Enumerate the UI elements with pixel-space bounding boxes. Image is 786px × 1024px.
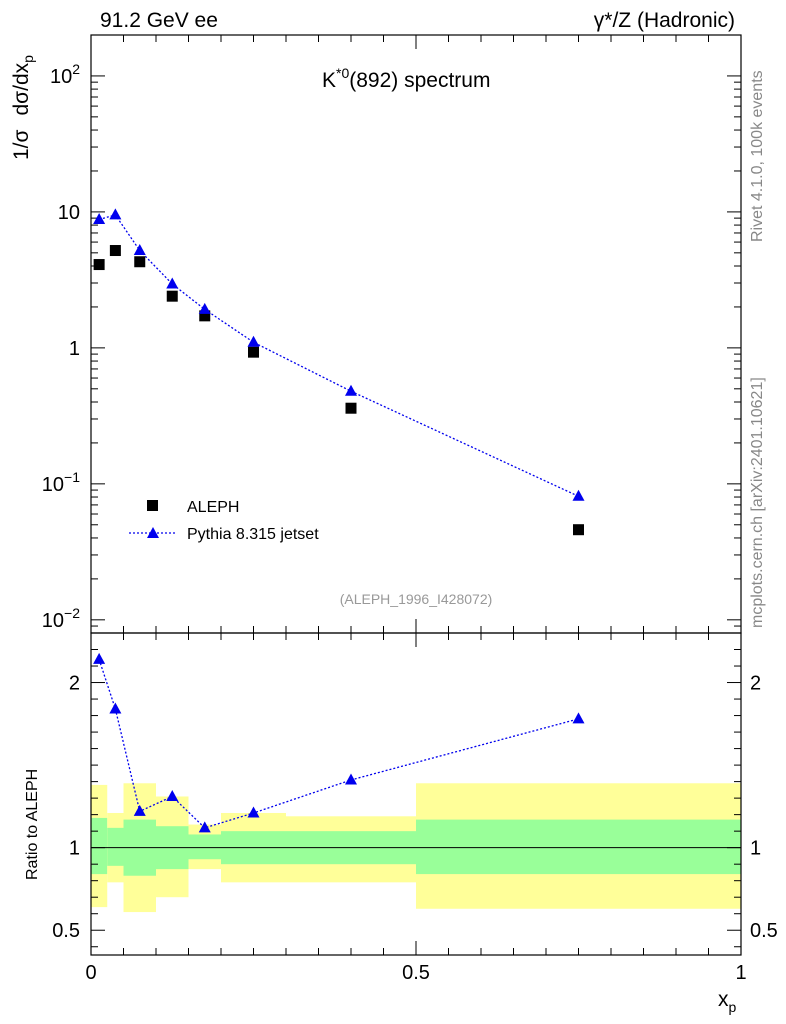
ylabel-subscript: p xyxy=(20,55,36,63)
xlabel-subscript: p xyxy=(729,999,737,1015)
ratio-plot-frame xyxy=(90,632,742,956)
ratio-axis-ticks xyxy=(90,632,742,955)
ylabel-norm: 1/σ xyxy=(10,129,33,160)
tick-label-exponent: −2 xyxy=(64,605,80,621)
aleph-data-point xyxy=(166,290,178,302)
aleph-data-point xyxy=(248,346,259,358)
ratio-curve xyxy=(98,659,579,829)
tick-label-base: 10 xyxy=(42,610,64,632)
title-base: K xyxy=(322,69,336,92)
ratio-data-point xyxy=(133,804,146,816)
ratio-series-line xyxy=(98,659,579,829)
ratio-y-tick-labels: 0.5 0.5 1 1 2 2 xyxy=(52,673,778,943)
main-plot-frame xyxy=(90,34,742,634)
mcplots-credit-label: mcplots.cern.ch [arXiv:2401.10621] xyxy=(749,377,766,628)
title-rest: (892) spectrum xyxy=(349,69,490,92)
main-series-markers xyxy=(93,208,585,536)
stat-uncertainty-band xyxy=(91,817,108,875)
aleph-data-point xyxy=(109,245,121,257)
legend-aleph-marker xyxy=(147,500,158,511)
header-left-label: 91.2 GeV ee xyxy=(100,9,218,32)
ratio-plot: 0.5 0.51 12 2 0 0.5 1 Ratio to ALEPH xp xyxy=(24,632,778,1015)
main-y-tick-label: 1 xyxy=(69,338,80,360)
pythia-data-point xyxy=(247,335,260,347)
pythia-data-point xyxy=(166,277,179,289)
ratio-data-point xyxy=(109,702,122,714)
pythia-data-point xyxy=(93,212,106,224)
tick-label-exponent: 2 xyxy=(72,61,80,77)
aleph-data-point xyxy=(93,259,105,271)
analysis-id-annotation: (ALEPH_1996_I428072) xyxy=(340,591,493,607)
main-axis-ticks xyxy=(90,34,742,634)
main-series-lines xyxy=(98,214,579,497)
aleph-data-point xyxy=(573,524,584,536)
aleph-data-point xyxy=(345,402,357,414)
tick-label-exponent: −1 xyxy=(64,469,80,485)
x-axis-label: xp xyxy=(718,988,737,1015)
legend-pythia-marker xyxy=(147,527,159,538)
main-y-tick-label: 10 xyxy=(58,202,80,224)
tick-label-base: 1 xyxy=(69,338,80,360)
tick-label-base: 10 xyxy=(50,66,72,88)
ylabel-deriv: dσ/dx xyxy=(10,62,33,115)
pythia-data-point xyxy=(109,208,122,220)
pythia-data-point xyxy=(345,384,357,396)
x-tick-label: 1 xyxy=(735,962,746,984)
main-y-tick-label: 10−1 xyxy=(42,469,80,496)
legend-pythia-label: Pythia 8.315 jetset xyxy=(187,526,319,543)
x-tick-label: 0 xyxy=(85,962,96,984)
tick-label-base: 10 xyxy=(58,202,80,224)
ratio-data-point xyxy=(345,773,357,785)
ratio-data-point xyxy=(572,712,585,724)
pythia-data-point xyxy=(572,489,585,501)
pythia-data-point xyxy=(133,244,146,256)
ratio-y-tick-label-left: 0.5 xyxy=(52,920,80,942)
aleph-data-point xyxy=(134,256,146,268)
aleph-data-point xyxy=(199,310,211,322)
stat-uncertainty-band xyxy=(188,834,221,860)
ratio-series-markers xyxy=(93,652,585,833)
ratio-y-tick-label-left: 2 xyxy=(69,673,80,695)
pythia-curve xyxy=(98,214,579,497)
stat-uncertainty-band xyxy=(416,819,741,875)
ratio-x-tick-labels: 0 0.5 1 xyxy=(85,962,746,984)
ratio-y-tick-label-right: 2 xyxy=(750,673,761,695)
x-tick-label: 0.5 xyxy=(402,962,430,984)
ratio-y-tick-label-right: 1 xyxy=(750,838,761,860)
ratio-y-tick-label-right: 0.5 xyxy=(750,920,778,942)
ratio-data-point xyxy=(247,806,260,818)
ratio-y-axis-label: Ratio to ALEPH xyxy=(24,769,41,880)
header-right-label: γ*/Z (Hadronic) xyxy=(594,9,735,32)
pythia-data-point xyxy=(198,302,211,314)
main-y-tick-label: 10−2 xyxy=(42,605,80,632)
legend: ALEPH Pythia 8.315 jetset xyxy=(129,499,319,543)
xlabel-base: x xyxy=(718,988,729,1011)
main-y-axis-label: 1/σ dσ/dxp xyxy=(10,55,36,160)
stat-uncertainty-band xyxy=(107,827,124,866)
main-y-tick-label: 102 xyxy=(50,61,80,88)
ratio-y-tick-label-left: 1 xyxy=(69,838,80,860)
tick-label-base: 10 xyxy=(42,474,64,496)
ratio-data-point xyxy=(166,789,179,801)
ratio-data-point xyxy=(93,652,106,664)
rivet-version-label: Rivet 4.1.0, 100k events xyxy=(749,70,766,242)
ratio-data-point xyxy=(198,821,211,833)
main-chart-title: K*0(892) spectrum xyxy=(322,65,490,92)
legend-aleph-label: ALEPH xyxy=(187,499,239,516)
title-superscript: *0 xyxy=(336,65,349,81)
